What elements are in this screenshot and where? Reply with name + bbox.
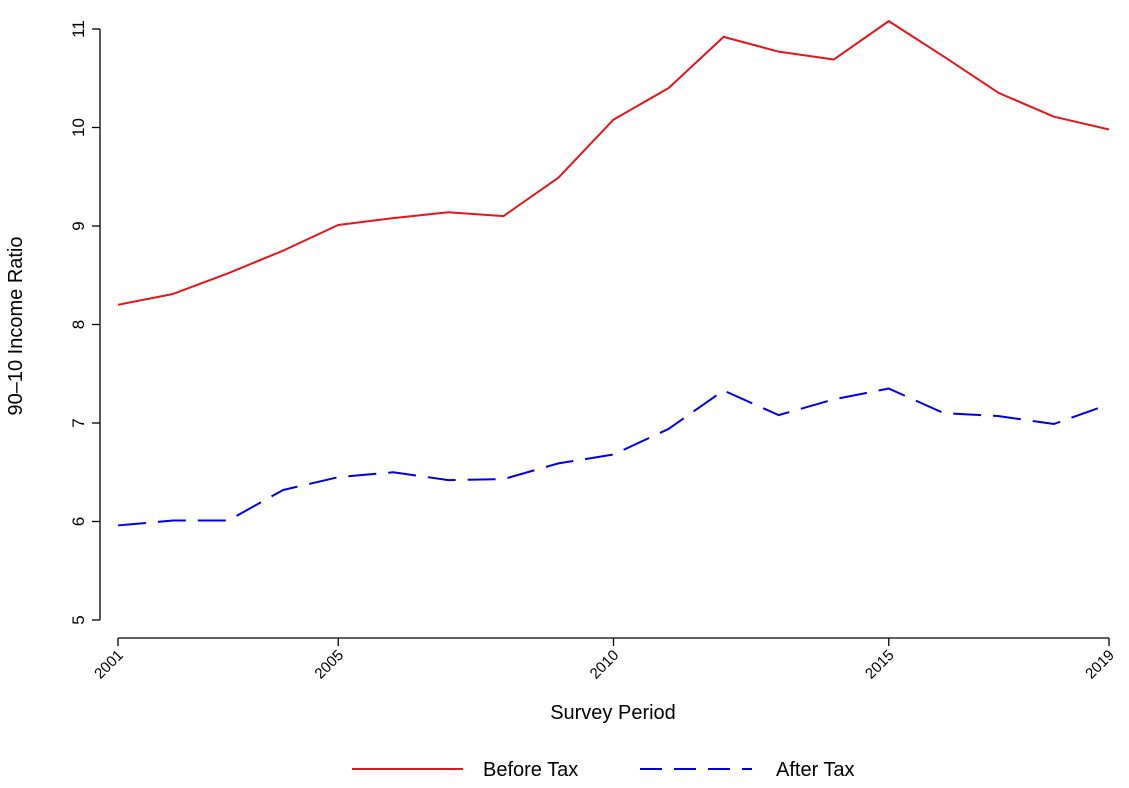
- y-tick-label: 10: [69, 118, 88, 137]
- x-tick-label: 2001: [91, 647, 127, 683]
- y-axis-label: 90–10 Income Ratio: [5, 236, 27, 415]
- y-tick-label: 9: [69, 221, 88, 230]
- x-axis-label: Survey Period: [550, 702, 676, 724]
- y-tick-label: 6: [69, 517, 88, 526]
- y-ticks: 5 6 7 8 9 10 11: [69, 20, 100, 625]
- series-line-after-tax: [117, 387, 1110, 527]
- legend-label: After Tax: [776, 759, 855, 781]
- series-layer: [117, 20, 1110, 527]
- x-ticks: 2001 2005 2010 2015 2019: [91, 638, 1118, 682]
- x-tick-label: 2005: [311, 647, 347, 683]
- y-tick-label: 11: [69, 20, 88, 38]
- x-tick-label: 2019: [1082, 647, 1118, 683]
- legend: Before Tax After Tax: [352, 759, 855, 781]
- y-tick-label: 7: [69, 418, 88, 427]
- x-tick-label: 2010: [587, 647, 623, 683]
- series-line-before-tax: [117, 20, 1110, 306]
- axes: 2001 2005 2010 2015 2019 5 6 7 8 9 10 11: [69, 20, 1118, 682]
- x-tick-label: 2015: [862, 647, 898, 683]
- y-tick-label: 8: [69, 320, 88, 329]
- legend-label: Before Tax: [483, 759, 578, 781]
- y-tick-label: 5: [69, 615, 88, 624]
